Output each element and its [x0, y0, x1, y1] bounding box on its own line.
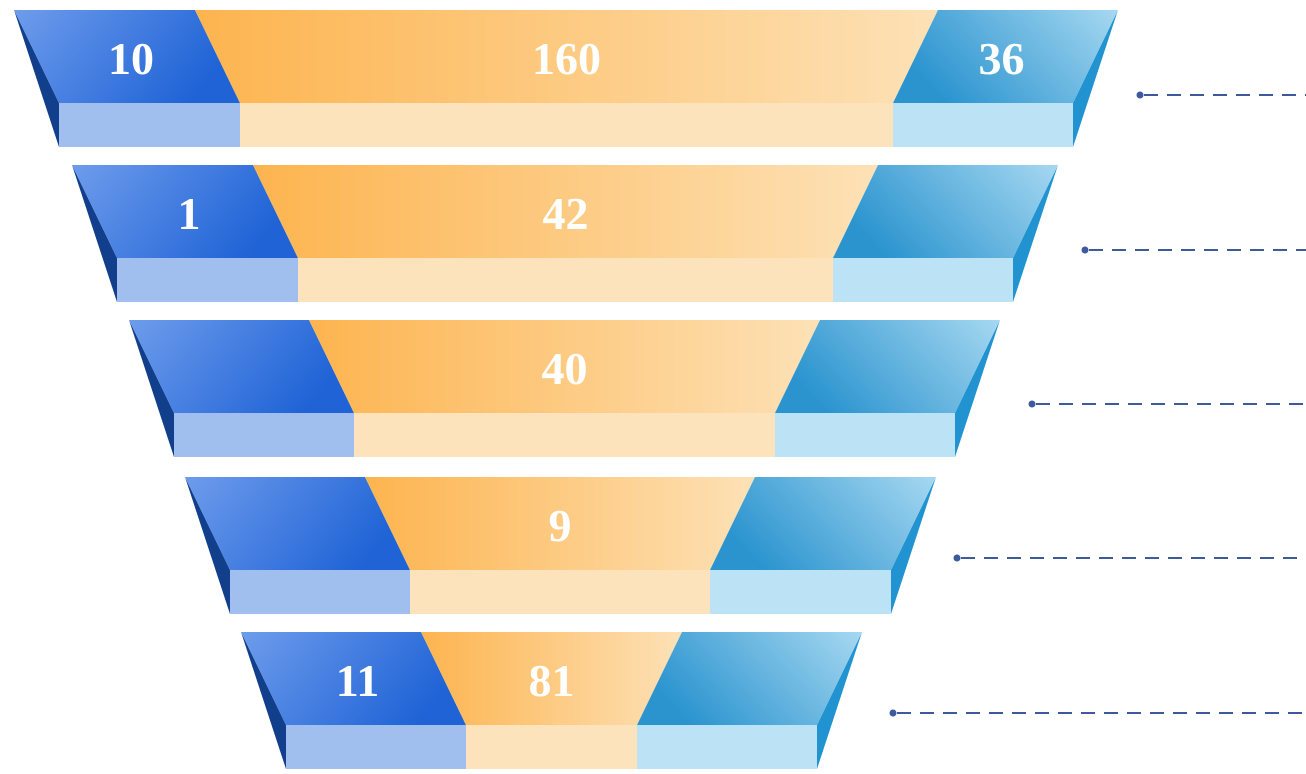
level-center-face	[421, 632, 682, 725]
funnel-level-2: 1 42	[72, 165, 1306, 302]
level-center-band	[354, 413, 775, 457]
funnel-level-5: 11 81	[241, 632, 1306, 769]
level-right-side	[955, 320, 1000, 457]
level-left-face	[14, 10, 240, 103]
level-center-band	[410, 570, 710, 614]
level-left-value: 11	[336, 655, 379, 706]
level-left-side	[241, 632, 286, 769]
funnel-level-3: 40	[129, 320, 1306, 457]
leader-dot	[953, 554, 961, 562]
level-center-band	[240, 103, 893, 147]
level-center-face	[309, 320, 820, 413]
level-right-band	[893, 103, 1073, 147]
level-left-face	[185, 477, 410, 570]
level-left-band	[59, 103, 240, 147]
funnel-level-1: 10 160 36	[14, 10, 1306, 147]
level-right-band	[637, 725, 817, 769]
level-left-side	[129, 320, 174, 457]
leader-dot	[1136, 91, 1144, 99]
level-right-face	[775, 320, 1000, 413]
level-right-face	[893, 10, 1118, 103]
level-center-band	[466, 725, 637, 769]
level-center-value: 81	[529, 655, 575, 706]
level-right-side	[1073, 10, 1118, 147]
level-right-band	[710, 570, 891, 614]
level-right-band	[833, 258, 1013, 302]
level-left-face	[129, 320, 354, 413]
level-center-band	[298, 258, 833, 302]
level-left-side	[14, 10, 59, 147]
leader-dot	[1028, 400, 1036, 408]
level-left-side	[72, 165, 117, 302]
level-right-side	[817, 632, 862, 769]
level-left-face	[72, 165, 298, 258]
level-center-face	[195, 10, 938, 103]
level-left-face	[241, 632, 466, 725]
level-left-value: 10	[108, 33, 154, 84]
level-left-band	[286, 725, 466, 769]
level-left-side	[185, 477, 230, 614]
level-right-side	[891, 477, 936, 614]
level-left-band	[230, 570, 410, 614]
level-center-value: 9	[549, 500, 572, 551]
level-right-value: 36	[979, 33, 1025, 84]
level-right-face	[833, 165, 1058, 258]
funnel-level-4: 9	[185, 477, 1306, 614]
level-center-value: 42	[543, 188, 589, 239]
leader-dot	[1081, 246, 1089, 254]
level-left-value: 1	[178, 188, 201, 239]
level-right-face	[710, 477, 936, 570]
level-right-side	[1013, 165, 1058, 302]
level-center-value: 160	[532, 33, 601, 84]
level-center-face	[253, 165, 878, 258]
level-right-face	[637, 632, 862, 725]
level-left-band	[117, 258, 298, 302]
leader-dot	[889, 709, 897, 717]
level-center-face	[365, 477, 755, 570]
level-left-band	[174, 413, 354, 457]
level-right-band	[775, 413, 955, 457]
level-center-value: 40	[542, 343, 588, 394]
